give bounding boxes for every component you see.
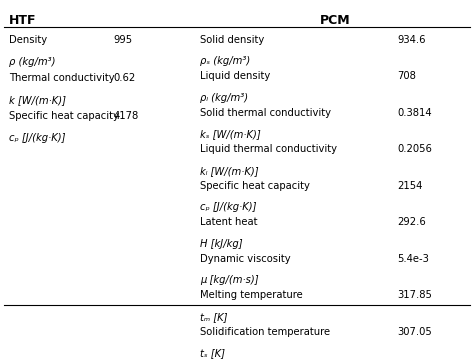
Text: kₗ [W/(m·K)]: kₗ [W/(m·K)]: [200, 166, 258, 176]
Text: k [W/(m·K)]: k [W/(m·K)]: [9, 95, 66, 106]
Text: Liquid density: Liquid density: [200, 71, 270, 81]
Text: 2154: 2154: [398, 181, 423, 191]
Text: Solid thermal conductivity: Solid thermal conductivity: [200, 108, 331, 118]
Text: tₛ [K]: tₛ [K]: [200, 349, 225, 359]
Text: Thermal conductivity: Thermal conductivity: [9, 73, 114, 83]
Text: Melting temperature: Melting temperature: [200, 290, 302, 300]
Text: 4178: 4178: [114, 111, 139, 121]
Text: kₛ [W/(m·K)]: kₛ [W/(m·K)]: [200, 130, 261, 140]
Text: ρ (kg/m³): ρ (kg/m³): [9, 57, 55, 67]
Text: 317.85: 317.85: [398, 290, 433, 300]
Text: Latent heat: Latent heat: [200, 217, 257, 227]
Text: Dynamic viscosity: Dynamic viscosity: [200, 253, 291, 264]
Text: cₚ [J/(kg·K)]: cₚ [J/(kg·K)]: [200, 202, 256, 213]
Text: Density: Density: [9, 34, 47, 45]
Text: 934.6: 934.6: [398, 34, 426, 45]
Text: 292.6: 292.6: [398, 217, 427, 227]
Text: Specific heat capacity: Specific heat capacity: [9, 111, 118, 121]
Text: 0.62: 0.62: [114, 73, 136, 83]
Text: 708: 708: [398, 71, 417, 81]
Text: 0.2056: 0.2056: [398, 144, 433, 154]
Text: H [kJ/kg]: H [kJ/kg]: [200, 239, 242, 249]
Text: 0.3814: 0.3814: [398, 108, 432, 118]
Text: PCM: PCM: [319, 14, 350, 27]
Text: 995: 995: [114, 34, 133, 45]
Text: 5.4e-3: 5.4e-3: [398, 253, 429, 264]
Text: Solidification temperature: Solidification temperature: [200, 327, 330, 337]
Text: μ [kg/(m·s)]: μ [kg/(m·s)]: [200, 275, 258, 285]
Text: 307.05: 307.05: [398, 327, 432, 337]
Text: tₘ [K]: tₘ [K]: [200, 312, 227, 322]
Text: ρₗ (kg/m³): ρₗ (kg/m³): [200, 93, 248, 103]
Text: HTF: HTF: [9, 14, 36, 27]
Text: ρₛ (kg/m³): ρₛ (kg/m³): [200, 56, 250, 66]
Text: Specific heat capacity: Specific heat capacity: [200, 181, 310, 191]
Text: Solid density: Solid density: [200, 34, 264, 45]
Text: Liquid thermal conductivity: Liquid thermal conductivity: [200, 144, 337, 154]
Text: cₚ [J/(kg·K)]: cₚ [J/(kg·K)]: [9, 134, 65, 144]
